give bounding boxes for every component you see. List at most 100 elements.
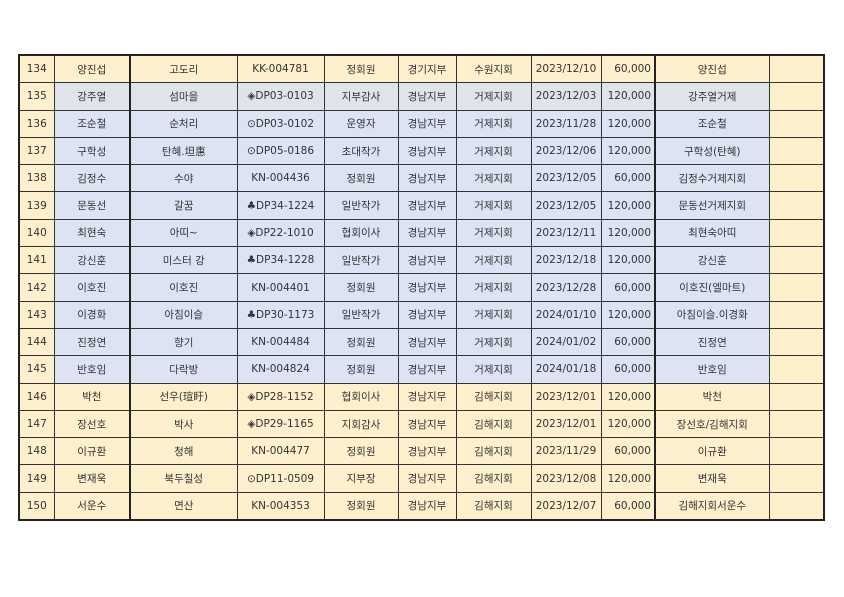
name-cell[interactable]: 변재욱 (53, 464, 131, 493)
amount-cell[interactable]: 60,000 (600, 164, 656, 193)
depositor-cell[interactable]: 구학성(탄혜) (654, 136, 770, 166)
pen-name-cell[interactable]: 청해 (129, 437, 238, 466)
depositor-cell[interactable]: 박천 (654, 382, 770, 411)
date-cell[interactable]: 2024/01/02 (530, 327, 602, 357)
note-cell[interactable] (768, 382, 825, 411)
depositor-cell[interactable]: 강신훈 (654, 246, 770, 275)
row-number-cell[interactable]: 137 (18, 136, 55, 166)
depositor-cell[interactable]: 김정수거제지회 (654, 164, 770, 193)
member-id-cell[interactable]: ◈DP29-1165 (236, 409, 325, 439)
branch-cell[interactable]: 경남지부 (397, 327, 457, 357)
role-cell[interactable]: 협회이사 (323, 218, 399, 248)
role-cell[interactable]: 정회원 (323, 327, 399, 357)
note-cell[interactable] (768, 409, 825, 439)
pen-name-cell[interactable]: 박사 (129, 409, 238, 439)
name-cell[interactable]: 이규환 (53, 437, 131, 466)
date-cell[interactable]: 2023/12/10 (530, 54, 602, 84)
amount-cell[interactable]: 120,000 (600, 464, 656, 493)
row-number-cell[interactable]: 140 (18, 218, 55, 248)
depositor-cell[interactable]: 아침이슬.이경화 (654, 300, 770, 329)
sub-branch-cell[interactable]: 거제지회 (455, 246, 532, 275)
branch-cell[interactable]: 경남지부 (397, 437, 457, 466)
row-number-cell[interactable]: 146 (18, 382, 55, 411)
name-cell[interactable]: 조순철 (53, 109, 131, 138)
pen-name-cell[interactable]: 섬마을 (129, 82, 238, 111)
amount-cell[interactable]: 60,000 (600, 355, 656, 384)
row-number-cell[interactable]: 142 (18, 273, 55, 302)
date-cell[interactable]: 2023/12/01 (530, 409, 602, 439)
note-cell[interactable] (768, 218, 825, 248)
amount-cell[interactable]: 60,000 (600, 273, 656, 302)
note-cell[interactable] (768, 246, 825, 275)
sub-branch-cell[interactable]: 거제지회 (455, 164, 532, 193)
member-id-cell[interactable]: KK-004781 (236, 54, 325, 84)
member-id-cell[interactable]: ⊙DP11-0509 (236, 464, 325, 493)
member-id-cell[interactable]: KN-004436 (236, 164, 325, 193)
role-cell[interactable]: 협회이사 (323, 382, 399, 411)
note-cell[interactable] (768, 355, 825, 384)
row-number-cell[interactable]: 145 (18, 355, 55, 384)
pen-name-cell[interactable]: 탄혜.坦惠 (129, 136, 238, 166)
note-cell[interactable] (768, 164, 825, 193)
note-cell[interactable] (768, 82, 825, 111)
depositor-cell[interactable]: 문동선거제지회 (654, 191, 770, 220)
branch-cell[interactable]: 경남지부 (397, 246, 457, 275)
name-cell[interactable]: 반호임 (53, 355, 131, 384)
date-cell[interactable]: 2023/12/03 (530, 82, 602, 111)
sub-branch-cell[interactable]: 거제지회 (455, 300, 532, 329)
row-number-cell[interactable]: 144 (18, 327, 55, 357)
pen-name-cell[interactable]: 미스터 강 (129, 246, 238, 275)
note-cell[interactable] (768, 109, 825, 138)
member-id-cell[interactable]: KN-004824 (236, 355, 325, 384)
member-id-cell[interactable]: KN-004401 (236, 273, 325, 302)
member-id-cell[interactable]: ◈DP28-1152 (236, 382, 325, 411)
name-cell[interactable]: 장선호 (53, 409, 131, 439)
sub-branch-cell[interactable]: 김해지회 (455, 491, 532, 521)
role-cell[interactable]: 일반작가 (323, 300, 399, 329)
date-cell[interactable]: 2023/12/05 (530, 164, 602, 193)
name-cell[interactable]: 박천 (53, 382, 131, 411)
branch-cell[interactable]: 경남지부 (397, 164, 457, 193)
branch-cell[interactable]: 경남지무 (397, 382, 457, 411)
depositor-cell[interactable]: 조순철 (654, 109, 770, 138)
name-cell[interactable]: 최현숙 (53, 218, 131, 248)
amount-cell[interactable]: 60,000 (600, 327, 656, 357)
name-cell[interactable]: 이경화 (53, 300, 131, 329)
row-number-cell[interactable]: 135 (18, 82, 55, 111)
member-id-cell[interactable]: ⊙DP05-0186 (236, 136, 325, 166)
depositor-cell[interactable]: 진정연 (654, 327, 770, 357)
role-cell[interactable]: 초대작가 (323, 136, 399, 166)
branch-cell[interactable]: 경남지부 (397, 273, 457, 302)
sub-branch-cell[interactable]: 김해지회 (455, 464, 532, 493)
name-cell[interactable]: 구학성 (53, 136, 131, 166)
sub-branch-cell[interactable]: 거제지회 (455, 218, 532, 248)
member-id-cell[interactable]: ♣DP34-1228 (236, 246, 325, 275)
pen-name-cell[interactable]: 선우(瑄盱) (129, 382, 238, 411)
date-cell[interactable]: 2024/01/10 (530, 300, 602, 329)
pen-name-cell[interactable]: 갈꿈 (129, 191, 238, 220)
sub-branch-cell[interactable]: 거제지회 (455, 136, 532, 166)
pen-name-cell[interactable]: 북두칠성 (129, 464, 238, 493)
branch-cell[interactable]: 경남지부 (397, 409, 457, 439)
note-cell[interactable] (768, 54, 825, 84)
note-cell[interactable] (768, 437, 825, 466)
note-cell[interactable] (768, 191, 825, 220)
row-number-cell[interactable]: 149 (18, 464, 55, 493)
row-number-cell[interactable]: 148 (18, 437, 55, 466)
sub-branch-cell[interactable]: 거제지회 (455, 273, 532, 302)
branch-cell[interactable]: 경남지부 (397, 491, 457, 521)
role-cell[interactable]: 일반작가 (323, 246, 399, 275)
member-id-cell[interactable]: ♣DP34-1224 (236, 191, 325, 220)
sub-branch-cell[interactable]: 거제지회 (455, 355, 532, 384)
pen-name-cell[interactable]: 아침이슬 (129, 300, 238, 329)
depositor-cell[interactable]: 이호진(엘마트) (654, 273, 770, 302)
branch-cell[interactable]: 경남지무 (397, 464, 457, 493)
role-cell[interactable]: 정회원 (323, 273, 399, 302)
amount-cell[interactable]: 60,000 (600, 491, 656, 521)
amount-cell[interactable]: 120,000 (600, 409, 656, 439)
pen-name-cell[interactable]: 다락방 (129, 355, 238, 384)
branch-cell[interactable]: 경남지부 (397, 136, 457, 166)
role-cell[interactable]: 지부장 (323, 464, 399, 493)
role-cell[interactable]: 정회원 (323, 164, 399, 193)
name-cell[interactable]: 진정연 (53, 327, 131, 357)
